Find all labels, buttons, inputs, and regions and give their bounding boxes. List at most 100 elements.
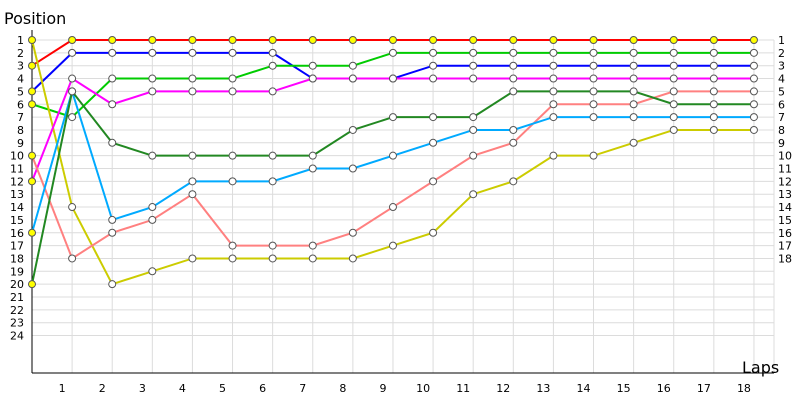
data-point [188,190,197,199]
data-point [68,87,77,96]
data-point [148,215,157,224]
data-point [669,100,678,109]
data-point [268,87,277,96]
data-point [549,48,558,57]
data-point [629,74,638,83]
x-tick-label: 2 [99,382,106,395]
y-axis-title: Position [4,9,66,28]
y-tick-label: 4 [17,73,24,86]
y-right-tick-label: 3 [778,60,785,73]
series-5 [28,87,758,263]
data-point [68,74,77,83]
grid-lines [32,39,774,373]
data-point [509,36,518,44]
y-right-tick-label: 9 [778,137,785,150]
data-point [108,215,117,224]
data-point [589,36,598,44]
data-point [429,74,438,83]
y-right-tick-label: 6 [778,98,785,111]
data-point [228,36,237,44]
x-tick-label: 6 [259,382,266,395]
data-point [469,190,478,199]
data-point [749,61,758,70]
data-point [749,100,758,109]
series-4 [28,74,758,186]
y-tick-label: 8 [17,124,24,137]
y-tick-label: 6 [17,98,24,111]
y-right-tick-label: 16 [778,227,792,240]
x-tick-label: 14 [577,382,591,395]
series-2 [28,48,758,122]
data-point [669,74,678,83]
data-point [308,164,317,173]
data-point [28,36,36,44]
data-point [228,87,237,96]
data-point [388,151,397,160]
data-point [629,36,638,44]
data-point [268,177,277,186]
data-point [308,254,317,263]
data-point [469,125,478,134]
data-point [549,61,558,70]
data-point [28,177,36,186]
data-point [509,74,518,83]
y-right-tick-label: 17 [778,240,792,253]
data-point [388,36,397,44]
y-right-tick-label: 5 [778,85,785,98]
y-tick-label: 3 [17,60,24,73]
data-point [348,61,357,70]
y-tick-label: 10 [10,150,24,163]
y-tick-label: 19 [10,265,24,278]
data-point [148,87,157,96]
data-point [469,61,478,70]
x-tick-label: 16 [657,382,671,395]
data-point [709,87,718,96]
y-right-tick-label: 4 [778,73,785,86]
data-point [509,87,518,96]
data-point [228,254,237,263]
data-point [308,61,317,70]
data-point [749,125,758,134]
y-tick-label: 20 [10,278,24,291]
data-point [629,48,638,57]
y-right-tick-label: 12 [778,175,792,188]
data-point [709,100,718,109]
data-point [388,203,397,212]
data-point [348,164,357,173]
data-point [268,48,277,57]
data-point [589,74,598,83]
data-point [148,74,157,83]
data-point [388,241,397,250]
data-point [388,48,397,57]
data-point [589,61,598,70]
y-tick-label: 1 [17,34,24,47]
y-tick-label: 11 [10,163,24,176]
data-point [429,177,438,186]
data-point [68,113,77,122]
data-point [469,151,478,160]
data-point [709,48,718,57]
data-point [308,36,317,44]
data-point [629,87,638,96]
data-point [188,254,197,263]
x-tick-label: 3 [139,382,146,395]
data-point [268,36,277,44]
data-point [589,48,598,57]
y-tick-label: 24 [10,330,24,343]
y-right-tick-label: 18 [778,252,792,265]
data-point [509,177,518,186]
x-tick-label: 11 [456,382,470,395]
data-point [709,36,718,44]
data-point [308,241,317,250]
y-right-tick-label: 1 [778,34,785,47]
y-tick-label: 22 [10,304,24,317]
data-point [108,228,117,237]
data-point [429,36,438,44]
data-point [108,100,117,109]
data-point [188,48,197,57]
axes [31,30,775,374]
data-point [308,74,317,83]
y-tick-label: 9 [17,137,24,150]
data-point [348,74,357,83]
